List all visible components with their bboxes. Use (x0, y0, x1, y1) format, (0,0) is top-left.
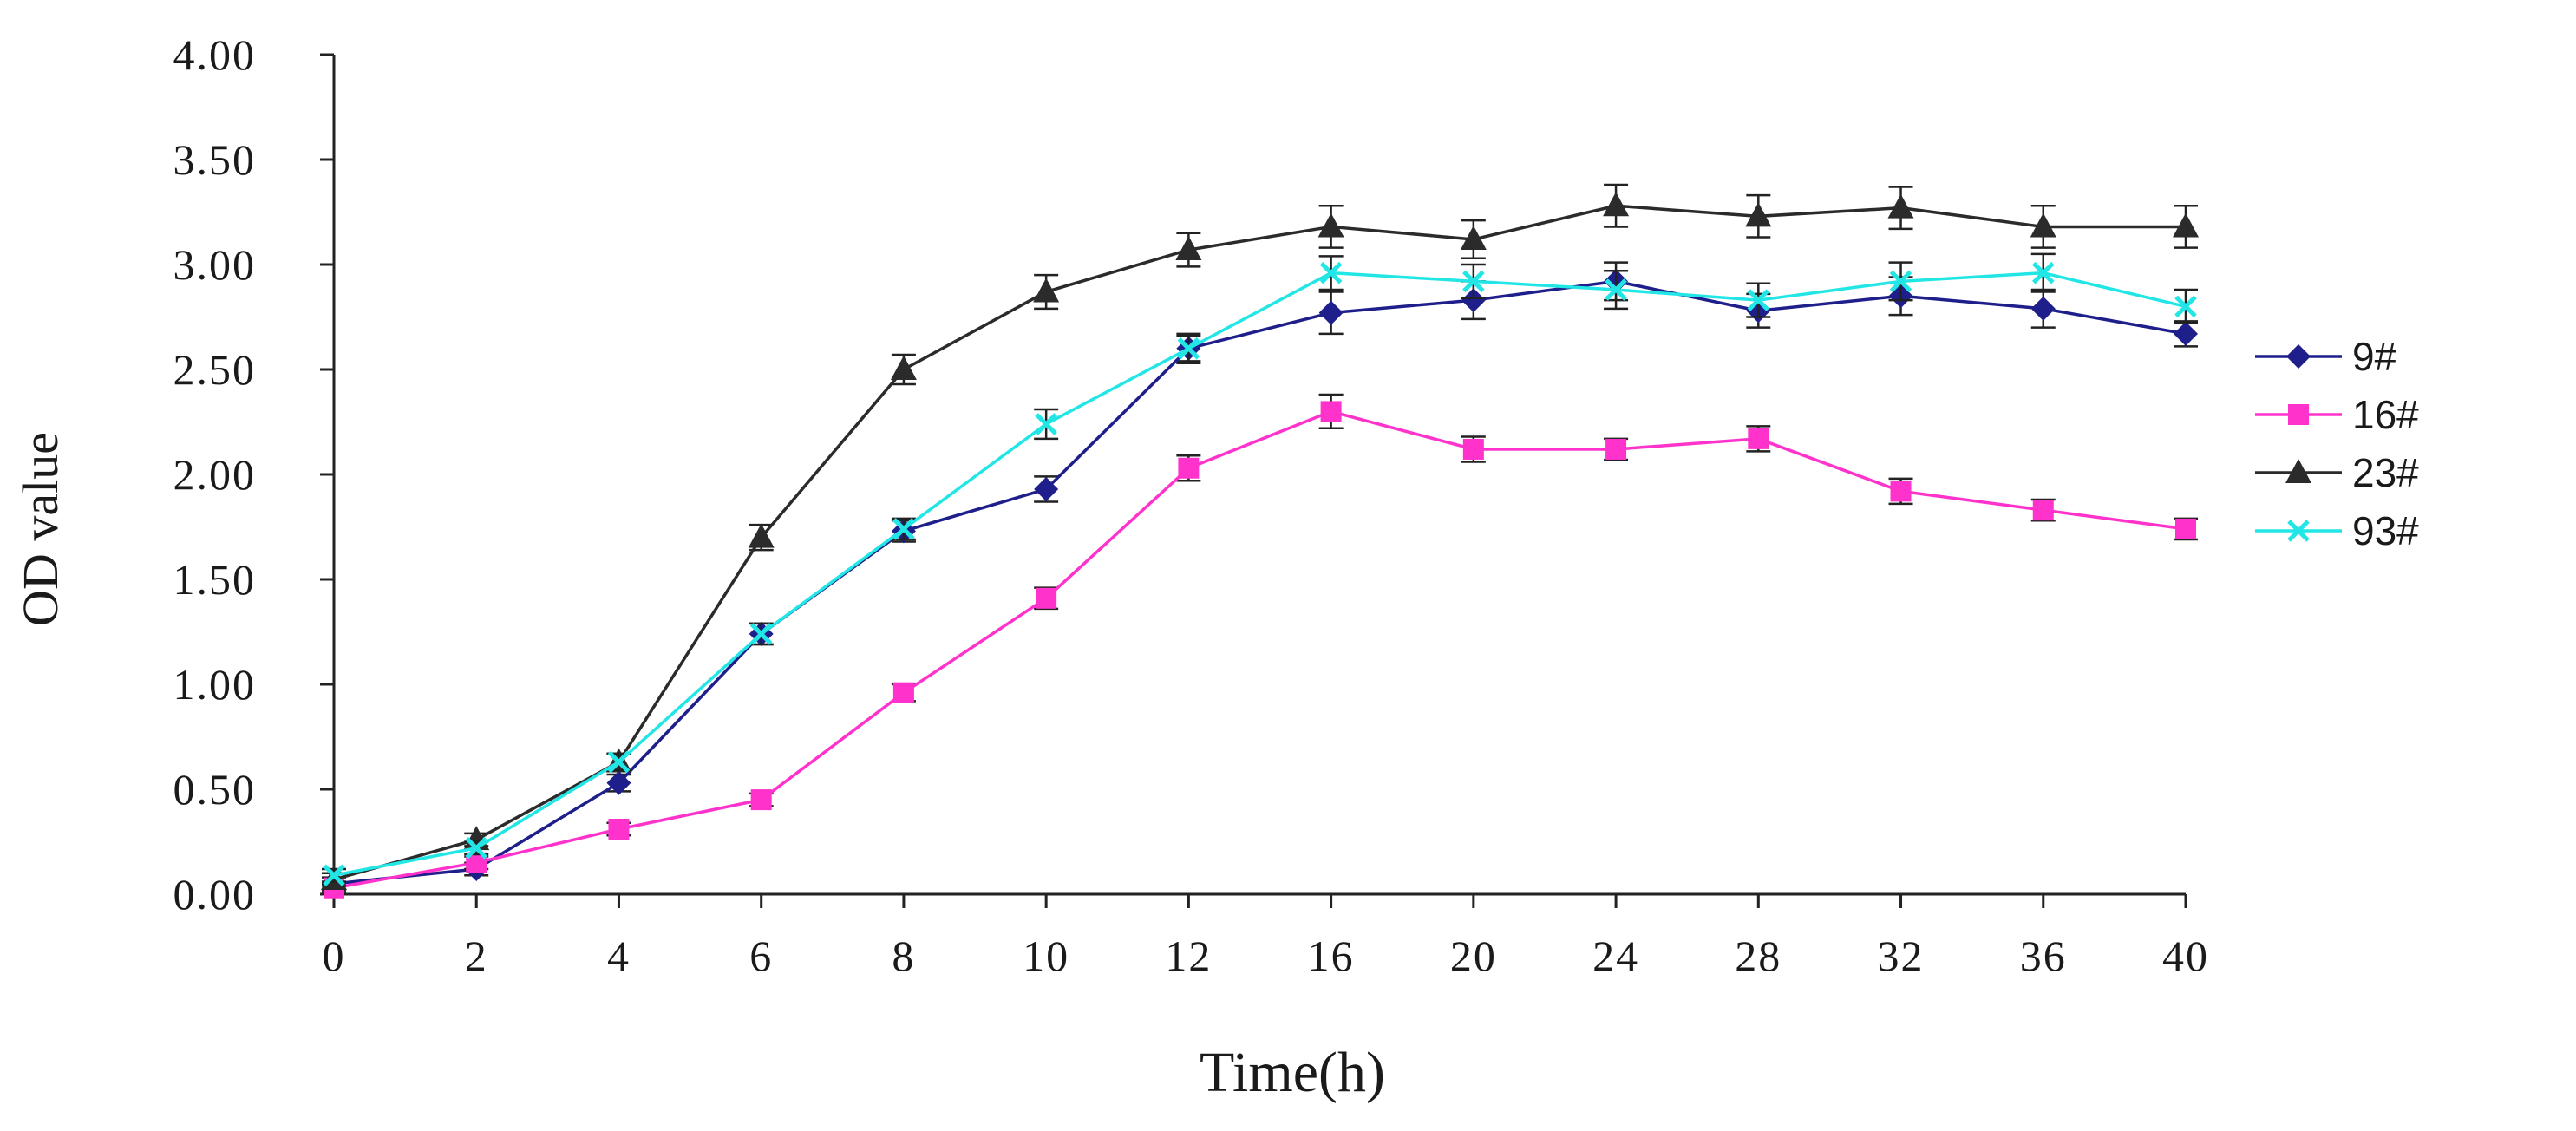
y-tick-label: 3.00 (173, 240, 257, 289)
x-tick-label: 10 (1023, 932, 1069, 980)
data-point (1745, 202, 1772, 227)
series-16# (322, 393, 2198, 899)
data-point (750, 789, 772, 811)
data-point (1605, 278, 1627, 301)
data-point (465, 836, 487, 860)
series-line (333, 409, 2187, 890)
legend-label: 16# (2352, 392, 2419, 437)
series-line (333, 204, 2186, 881)
y-tick-label: 1.50 (173, 555, 257, 604)
legend-marker (2285, 459, 2311, 483)
data-point (1317, 212, 1344, 238)
data-point (1603, 192, 1630, 217)
legend-item: 93# (2255, 508, 2419, 553)
legend-marker (2287, 520, 2310, 542)
series-line (333, 279, 2187, 886)
data-point (1036, 587, 1057, 609)
data-point (1034, 476, 1059, 501)
data-point (1318, 300, 1344, 325)
x-tick-label: 4 (607, 932, 631, 980)
data-point (607, 750, 631, 774)
legend-label: 9# (2352, 334, 2397, 379)
legend-marker (2288, 404, 2309, 425)
data-point (1320, 401, 1342, 422)
data-point (1460, 225, 1487, 250)
data-point (1748, 428, 1769, 449)
data-point (892, 518, 915, 540)
data-point (1035, 413, 1057, 435)
y-tick-label: 2.50 (173, 345, 257, 394)
x-tick-label: 28 (1735, 932, 1782, 980)
data-point (1605, 438, 1627, 460)
y-tick-label: 1.00 (173, 660, 257, 709)
data-point (1461, 288, 1486, 313)
y-tick-label: 0.00 (173, 870, 257, 919)
axes: 0.000.501.001.502.002.503.003.504.000 2 4 6… (173, 30, 2209, 980)
y-tick-label: 0.50 (173, 765, 257, 814)
legend-label: 23# (2352, 450, 2419, 495)
data-point (2030, 212, 2056, 238)
y-tick-label: 3.50 (173, 135, 257, 184)
data-point (1747, 289, 1770, 311)
x-tick-label: 6 (749, 932, 773, 980)
data-point (2173, 212, 2199, 238)
data-point (1033, 278, 1060, 303)
y-tick-label: 4.00 (173, 30, 257, 79)
legend-item: 23# (2255, 450, 2419, 495)
data-point (606, 770, 631, 795)
data-point (1178, 457, 1200, 479)
data-point (323, 864, 345, 886)
data-point (2032, 500, 2054, 521)
y-axis-title: OD value (12, 432, 69, 626)
data-point (1462, 270, 1485, 293)
x-tick-label: 12 (1165, 932, 1212, 980)
legend-marker (2286, 344, 2311, 369)
data-point (608, 818, 630, 840)
x-tick-label: 2 (465, 932, 488, 980)
data-point (2032, 261, 2055, 284)
legend-label: 93# (2352, 508, 2419, 553)
series-93# (322, 252, 2198, 886)
data-point (2174, 321, 2198, 346)
data-point (1889, 270, 1912, 293)
data-point (748, 523, 775, 548)
legend: 9# 16# 23# 93# (2255, 334, 2419, 553)
data-point (1887, 193, 1914, 219)
x-tick-label: 20 (1450, 932, 1497, 980)
data-point (749, 623, 773, 645)
data-point (890, 356, 917, 380)
x-tick-label: 8 (892, 932, 915, 980)
data-point (1462, 438, 1484, 460)
x-tick-label: 36 (2020, 932, 2067, 980)
series-line (333, 271, 2187, 877)
series-group (321, 183, 2199, 899)
x-tick-label: 32 (1878, 932, 1925, 980)
x-tick-label: 16 (1308, 932, 1355, 980)
legend-item: 9# (2255, 334, 2397, 379)
data-point (1319, 261, 1343, 284)
x-tick-label: 24 (1592, 932, 1639, 980)
x-tick-label: 0 (323, 932, 346, 980)
data-point (2030, 296, 2056, 321)
data-point (2175, 518, 2196, 539)
x-tick-label: 40 (2162, 932, 2209, 980)
data-point (1177, 337, 1200, 360)
x-axis-title: Time(h) (1200, 1041, 1385, 1104)
data-point (1890, 481, 1912, 502)
y-tick-label: 2.00 (173, 450, 257, 499)
data-point (2174, 295, 2197, 318)
data-point (1175, 236, 1202, 261)
data-point (892, 682, 914, 703)
legend-item: 16# (2255, 392, 2419, 437)
